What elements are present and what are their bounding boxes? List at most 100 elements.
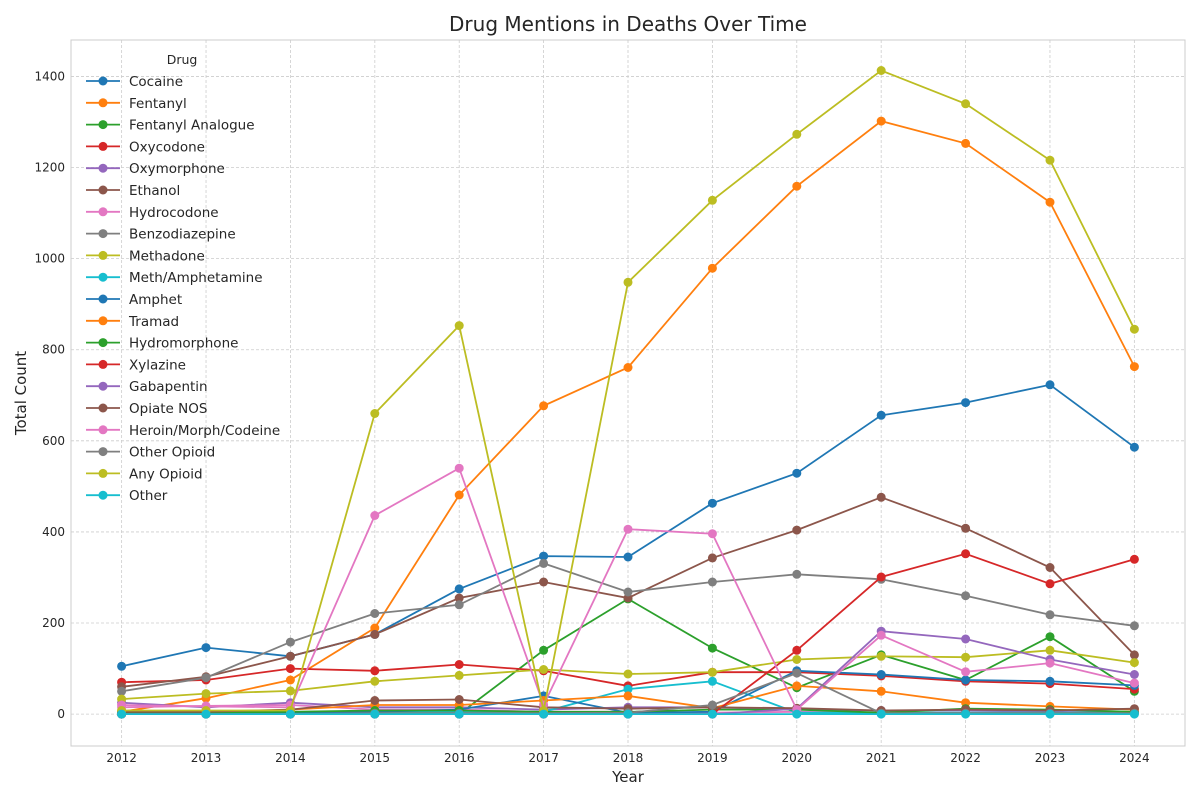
series-benzodiazepine (117, 558, 1139, 696)
data-point (707, 577, 717, 587)
legend-item: Cocaine (86, 74, 183, 90)
data-point (1129, 442, 1139, 452)
data-point (707, 195, 717, 205)
data-point (961, 138, 971, 148)
data-point (370, 709, 380, 719)
data-point (1129, 324, 1139, 334)
data-point (623, 709, 633, 719)
legend-label: Meth/Amphetamine (129, 270, 263, 286)
data-point (961, 398, 971, 408)
data-point (454, 670, 464, 680)
series-layer (117, 66, 1139, 719)
data-point (961, 652, 971, 662)
legend-label: Tramad (128, 314, 179, 330)
data-point (1129, 621, 1139, 631)
data-point (623, 524, 633, 534)
y-tick-label: 1000 (34, 252, 65, 266)
data-point (285, 637, 295, 647)
data-point (876, 686, 886, 696)
data-point (370, 676, 380, 686)
data-point (707, 529, 717, 539)
data-point (876, 670, 886, 679)
legend-label: Oxymorphone (129, 161, 225, 177)
data-point (961, 667, 971, 677)
data-point (707, 676, 717, 686)
data-point (539, 665, 549, 674)
data-point (1045, 155, 1055, 165)
data-point (623, 669, 633, 679)
data-point (707, 643, 717, 653)
legend-item: Hydromorphone (86, 336, 238, 352)
data-point (285, 651, 295, 661)
data-point (792, 468, 802, 478)
data-point (876, 709, 886, 719)
data-point (1045, 563, 1055, 572)
data-point (539, 645, 549, 655)
data-point (1129, 650, 1139, 660)
data-point (370, 609, 380, 618)
data-point (623, 552, 633, 562)
legend-marker (98, 403, 108, 413)
y-tick-label: 800 (42, 343, 65, 357)
data-point (792, 525, 802, 535)
legend-item: Fentanyl (86, 96, 187, 112)
data-point (623, 277, 633, 287)
legend-marker (98, 338, 108, 348)
x-tick-label: 2020 (782, 751, 813, 765)
legend-marker (98, 381, 108, 391)
y-tick-label: 400 (42, 525, 65, 539)
x-tick-label: 2013 (191, 751, 222, 765)
legend-label: Fentanyl (129, 96, 187, 112)
data-point (370, 409, 380, 418)
data-point (623, 587, 633, 597)
data-point (876, 116, 886, 126)
legend-marker (98, 425, 108, 435)
data-point (454, 321, 464, 331)
data-point (707, 667, 717, 677)
legend-label: Hydrocodone (129, 205, 219, 221)
y-tick-label: 1400 (34, 69, 65, 83)
x-tick-label: 2022 (950, 751, 981, 765)
data-point (454, 660, 464, 669)
data-point (539, 551, 549, 561)
legend-label: Other (129, 488, 168, 504)
data-point (1045, 632, 1055, 642)
data-point (1045, 610, 1055, 620)
data-point (623, 684, 633, 694)
legend-label: Gabapentin (129, 379, 208, 395)
data-point (961, 709, 971, 719)
data-point (454, 463, 464, 473)
data-point (961, 549, 971, 559)
legend-label: Cocaine (129, 74, 183, 90)
data-point (623, 691, 633, 701)
legend-item: Heroin/Morph/Codeine (86, 423, 280, 439)
data-point (792, 681, 802, 691)
data-point (1045, 579, 1055, 589)
chart-title: Drug Mentions in Deaths Over Time (449, 12, 807, 36)
data-point (876, 410, 886, 420)
x-tick-label: 2016 (444, 751, 475, 765)
y-tick-label: 0 (57, 707, 65, 721)
legend-marker (98, 163, 108, 173)
data-point (961, 675, 971, 685)
data-point (1129, 670, 1139, 679)
data-point (370, 666, 380, 676)
data-point (370, 629, 380, 639)
data-point (1129, 709, 1139, 719)
legend-label: Xylazine (129, 357, 186, 373)
legend-item: Benzodiazepine (86, 227, 236, 243)
y-tick-label: 200 (42, 616, 65, 630)
data-point (539, 709, 549, 719)
legend-label: Opiate NOS (129, 401, 207, 417)
data-point (454, 593, 464, 603)
legend-item: Meth/Amphetamine (86, 270, 263, 286)
legend-item: Tramad (86, 314, 179, 330)
legend-label: Oxycodone (129, 139, 205, 155)
data-point (623, 363, 633, 372)
data-point (707, 498, 717, 508)
legend-marker (98, 207, 108, 217)
data-point (792, 181, 802, 191)
data-point (707, 709, 717, 719)
legend-label: Hydromorphone (129, 336, 238, 352)
x-tick-label: 2024 (1119, 751, 1150, 765)
